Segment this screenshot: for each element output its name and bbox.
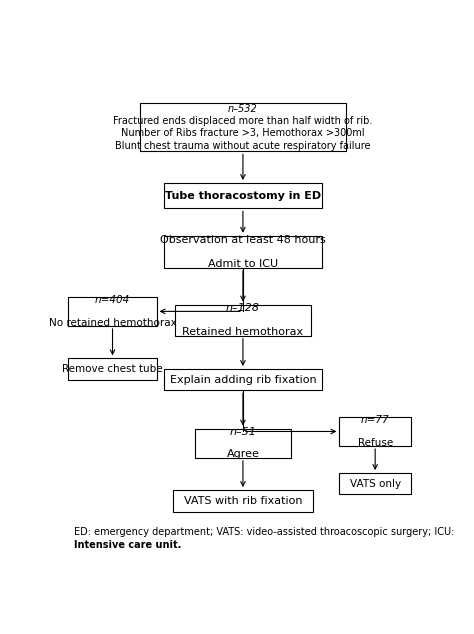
Text: Blunt chest trauma without acute respiratory failure: Blunt chest trauma without acute respira…: [115, 141, 371, 150]
Text: n=404: n=404: [95, 295, 130, 305]
Text: Refuse: Refuse: [357, 437, 393, 448]
FancyBboxPatch shape: [140, 103, 346, 152]
Text: Explain adding rib fixation: Explain adding rib fixation: [170, 375, 316, 385]
Text: Observation at least 48 hours: Observation at least 48 hours: [160, 235, 326, 245]
Text: Fractured ends displaced more than half width of rib.: Fractured ends displaced more than half …: [113, 116, 373, 126]
FancyBboxPatch shape: [173, 490, 313, 512]
Text: Agree: Agree: [227, 450, 259, 459]
Text: VATS with rib fixation: VATS with rib fixation: [184, 496, 302, 506]
FancyBboxPatch shape: [68, 358, 156, 380]
Text: Number of Ribs fracture >3, Hemothorax >300ml: Number of Ribs fracture >3, Hemothorax >…: [121, 129, 365, 138]
FancyBboxPatch shape: [164, 369, 322, 391]
Text: ED: emergency department; VATS: video-assisted throacoscopic surgery; ICU:: ED: emergency department; VATS: video-as…: [74, 527, 454, 538]
Text: Retained hemothorax: Retained hemothorax: [182, 327, 303, 337]
Text: VATS only: VATS only: [350, 479, 401, 489]
FancyBboxPatch shape: [339, 473, 411, 495]
Text: Admit to ICU: Admit to ICU: [208, 259, 278, 269]
FancyBboxPatch shape: [195, 429, 291, 458]
Text: Intensive care unit.: Intensive care unit.: [74, 540, 182, 550]
Text: n=77: n=77: [361, 415, 390, 425]
Text: n–51: n–51: [229, 427, 256, 437]
FancyBboxPatch shape: [164, 236, 322, 268]
FancyBboxPatch shape: [175, 304, 311, 336]
Text: n–128: n–128: [226, 303, 260, 313]
Text: Remove chest tube: Remove chest tube: [62, 364, 163, 374]
Text: No retained hemothorax: No retained hemothorax: [49, 318, 176, 328]
Text: n–532: n–532: [228, 104, 258, 114]
FancyBboxPatch shape: [164, 183, 322, 209]
FancyBboxPatch shape: [339, 417, 411, 446]
Text: Tube thoracostomy in ED: Tube thoracostomy in ED: [165, 191, 321, 201]
FancyBboxPatch shape: [68, 297, 156, 326]
